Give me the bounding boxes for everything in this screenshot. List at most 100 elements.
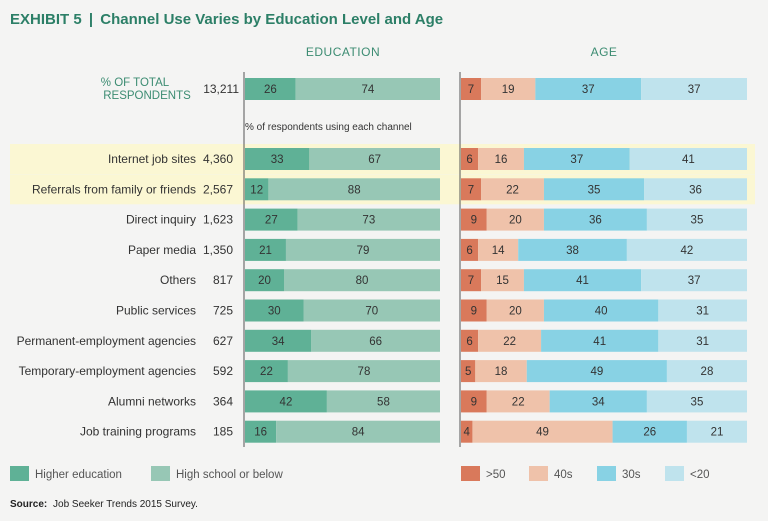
legend-swatch <box>461 466 480 481</box>
total-count: 13,211 <box>203 82 239 96</box>
age-value-label: 20 <box>509 306 522 318</box>
education-value-label: 80 <box>356 275 369 287</box>
age-value-label: 40 <box>595 306 608 318</box>
age-segment <box>523 269 642 292</box>
channel-row: Direct inquiry 1,623 27 73 9 20 36 35 <box>126 208 747 231</box>
total-education-value-label: 26 <box>264 84 277 96</box>
education-value-label: 16 <box>254 427 267 439</box>
age-segment <box>518 238 627 261</box>
age-value-label: 28 <box>701 366 714 378</box>
channel-label: Public services <box>116 304 196 318</box>
education-segment <box>245 238 286 261</box>
age-segment <box>646 390 747 413</box>
age-segment <box>481 178 544 201</box>
channel-label: Referrals from family or friends <box>32 182 196 196</box>
age-value-label: 35 <box>691 215 704 227</box>
age-value-label: 42 <box>681 245 694 257</box>
age-segment <box>543 208 647 231</box>
age-value-label: 5 <box>465 366 471 378</box>
age-segment <box>686 420 747 443</box>
age-value-label: 22 <box>512 396 525 408</box>
age-segment <box>461 208 487 231</box>
channel-label: Job training programs <box>80 425 196 439</box>
education-segment <box>326 390 440 413</box>
total-age-segment <box>481 78 536 100</box>
education-value-label: 33 <box>271 154 284 166</box>
age-segment <box>486 208 544 231</box>
age-value-label: 26 <box>643 427 656 439</box>
education-segment <box>245 329 312 352</box>
channel-row: Alumni networks 364 42 58 9 22 34 35 <box>108 390 747 413</box>
age-value-label: 9 <box>471 396 477 408</box>
legend-swatch <box>529 466 548 481</box>
svg-text:EXHIBIT 5 | Channel Us: EXHIBIT 5 | Channel Use Varies by Educat… <box>10 11 443 28</box>
channel-label: Others <box>160 273 196 287</box>
education-segment <box>245 178 269 201</box>
age-segment <box>475 360 527 383</box>
channel-count: 627 <box>213 334 233 348</box>
age-value-label: 35 <box>588 184 601 196</box>
channel-row: Paper media 1,350 21 79 6 14 38 42 <box>128 238 747 261</box>
total-age-value-label: 19 <box>502 84 515 96</box>
education-segment <box>311 329 440 352</box>
legend-label: >50 <box>486 469 506 481</box>
channel-count: 725 <box>213 304 233 318</box>
education-segment <box>284 269 440 292</box>
total-age-value-label: 37 <box>688 84 701 96</box>
age-value-label: 7 <box>468 275 474 287</box>
age-value-label: 37 <box>688 275 701 287</box>
education-value-label: 34 <box>272 336 285 348</box>
age-segment <box>461 390 487 413</box>
subtitle: % of respondents using each channel <box>245 122 412 133</box>
total-label-line2: RESPONDENTS <box>103 90 191 102</box>
age-segment <box>461 420 473 443</box>
channel-count: 1,623 <box>203 213 233 227</box>
age-segment <box>472 420 613 443</box>
education-segment <box>268 178 440 201</box>
education-segment <box>245 269 284 292</box>
age-segment <box>461 178 482 201</box>
education-value-label: 20 <box>258 275 271 287</box>
age-segment <box>461 329 479 352</box>
age-value-label: 37 <box>570 154 583 166</box>
age-segment <box>543 178 645 201</box>
legend-label: 40s <box>554 469 573 481</box>
source-text: Job Seeker Trends 2015 Survey. <box>53 499 198 510</box>
education-value-label: 84 <box>352 427 365 439</box>
channel-label: Internet job sites <box>108 152 196 166</box>
age-segment <box>478 238 519 261</box>
age-segment <box>629 148 747 170</box>
channel-label: Direct inquiry <box>126 213 196 227</box>
education-value-label: 78 <box>358 366 371 378</box>
total-age-segment <box>535 78 642 100</box>
age-segment <box>646 208 747 231</box>
education-value-label: 21 <box>259 245 272 257</box>
channel-label: Paper media <box>128 243 196 257</box>
channel-count: 592 <box>213 364 233 378</box>
age-value-label: 22 <box>506 184 519 196</box>
total-age-value-label: 7 <box>468 84 474 96</box>
channel-label: Alumni networks <box>108 394 196 408</box>
age-value-label: 16 <box>495 154 508 166</box>
education-segment <box>245 360 288 383</box>
education-value-label: 42 <box>280 396 293 408</box>
chart-title: Channel Use Varies by Education Level an… <box>100 11 443 28</box>
age-value-label: 22 <box>503 336 516 348</box>
age-segment <box>486 390 550 413</box>
age-value-label: 6 <box>466 245 472 257</box>
age-segment <box>461 360 476 383</box>
age-segment <box>612 420 687 443</box>
age-segment <box>666 360 747 383</box>
age-value-label: 20 <box>509 215 522 227</box>
age-value-label: 31 <box>696 336 709 348</box>
age-value-label: 6 <box>466 336 472 348</box>
channel-row: Referrals from family or friends 2,567 12 8… <box>32 178 747 201</box>
source-label: Source: <box>10 499 47 510</box>
age-segment <box>461 269 482 292</box>
channel-row: Others 817 20 80 7 15 41 37 <box>160 269 747 292</box>
age-value-label: 7 <box>468 184 474 196</box>
age-segment <box>523 148 630 170</box>
svg-text:Source: Job Seeker Trends: Source: Job Seeker Trends 2015 Survey. <box>10 499 198 510</box>
education-header: EDUCATION <box>306 45 380 59</box>
legend-swatch <box>597 466 616 481</box>
